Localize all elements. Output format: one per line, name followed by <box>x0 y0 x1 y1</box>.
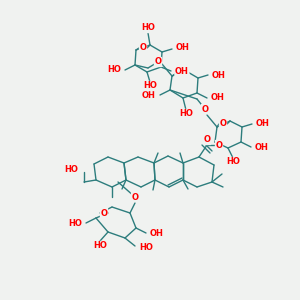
Text: O: O <box>100 208 107 217</box>
Text: HO: HO <box>179 110 193 118</box>
Text: O: O <box>220 119 226 128</box>
Text: O: O <box>202 104 208 113</box>
Text: O: O <box>140 44 146 52</box>
Text: HO: HO <box>143 82 157 91</box>
Text: O: O <box>154 58 161 67</box>
Text: HO: HO <box>64 166 78 175</box>
Text: HO: HO <box>226 158 240 166</box>
Text: OH: OH <box>176 44 190 52</box>
Text: OH: OH <box>255 143 269 152</box>
Text: OH: OH <box>175 68 189 76</box>
Text: HO: HO <box>68 218 82 227</box>
Text: O: O <box>203 136 211 145</box>
Text: OH: OH <box>212 70 226 80</box>
Text: HO: HO <box>139 244 153 253</box>
Text: OH: OH <box>142 91 156 100</box>
Text: HO: HO <box>141 23 155 32</box>
Text: OH: OH <box>256 119 270 128</box>
Text: O: O <box>176 70 182 79</box>
Text: OH: OH <box>150 230 164 238</box>
Text: HO: HO <box>93 242 107 250</box>
Text: O: O <box>215 140 223 149</box>
Text: OH: OH <box>211 94 225 103</box>
Text: HO: HO <box>107 65 121 74</box>
Text: O: O <box>131 193 139 202</box>
